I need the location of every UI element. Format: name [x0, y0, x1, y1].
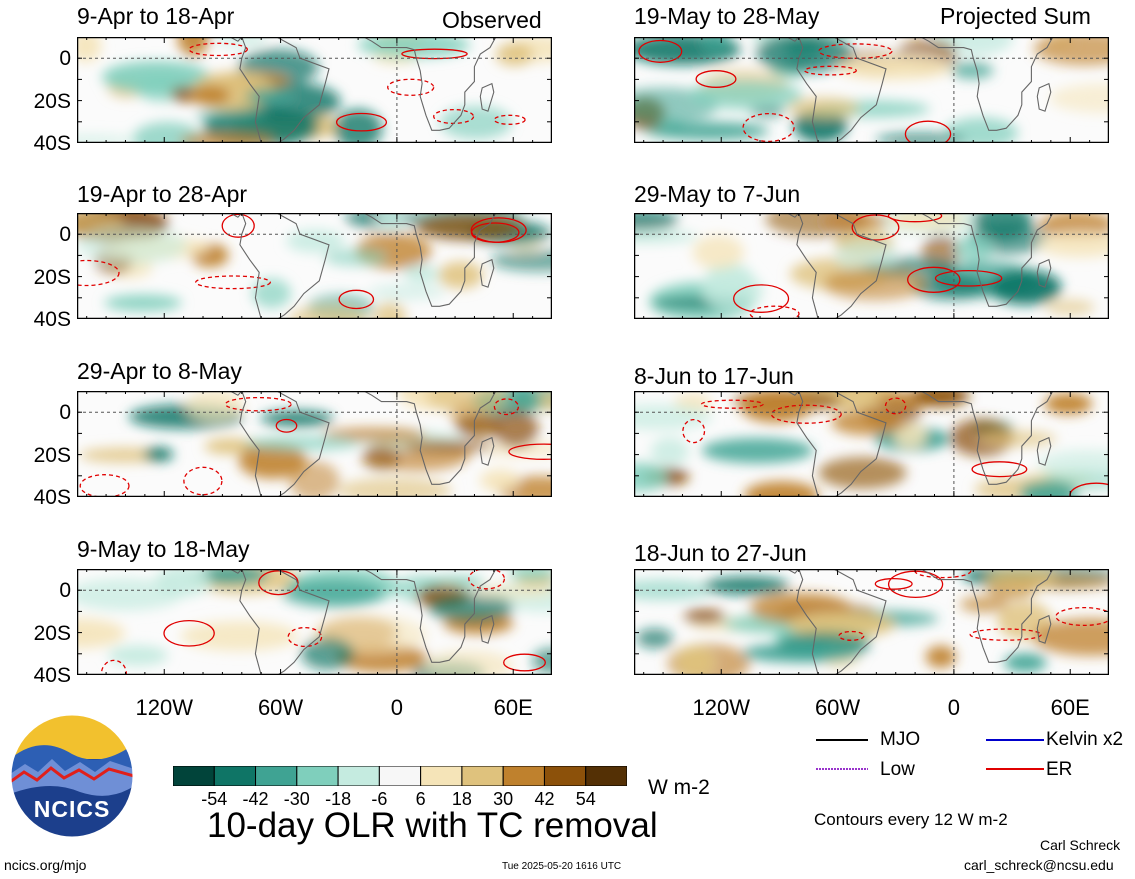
x-tick-label: 60E [493, 695, 533, 720]
colorbar-swatch [378, 765, 422, 787]
map-panel-observed-4 [77, 569, 552, 675]
x-tick-label: 120W [135, 695, 193, 720]
colorbar-graphic [172, 765, 628, 787]
colorbar-tick-label: 42 [534, 789, 555, 809]
colorbar-tick-label: 6 [415, 789, 426, 809]
legend-lines [816, 739, 1044, 770]
y-tick-label: 40S [33, 486, 71, 509]
y-tick-label: 0 [59, 401, 71, 425]
author-email: carl_schreck@ncsu.edu [964, 857, 1114, 873]
colorbar-swatch [461, 765, 504, 787]
y-tick-label: 20S [33, 621, 71, 645]
legend-label-er: ER [1046, 759, 1073, 780]
colorbar-tick-label: 30 [493, 789, 514, 809]
olr-field [634, 391, 1109, 497]
colorbar-tick-label: 54 [575, 789, 596, 809]
author-name: Carl Schreck [1040, 837, 1121, 853]
projected-label: Projected Sum [940, 3, 1091, 29]
panel-title-right-1: 19-May to 28-May [634, 3, 820, 29]
map-panel-projected-1 [634, 37, 1109, 143]
colorbar-swatch [213, 765, 257, 787]
legend-label-mjo: MJO [880, 729, 921, 750]
y-tick-label: 20S [33, 89, 71, 113]
y-tick-label: 40S [33, 132, 71, 155]
ncics-logo-graphic [10, 714, 134, 838]
colorbar-tick-label: -42 [242, 789, 269, 809]
x-tick-label: 60W [814, 695, 861, 720]
observed-label: Observed [442, 7, 542, 33]
y-tick-label: 40S [33, 664, 71, 687]
y-tick-label: 0 [59, 223, 71, 247]
map-panel-projected-3 [634, 391, 1109, 497]
colorbar-swatch [585, 765, 628, 787]
colorbar-swatch [420, 765, 463, 787]
contour-note: Contours every 12 W m-2 [814, 810, 1008, 829]
colorbar-tick-label: -18 [325, 789, 352, 809]
map-panel-projected-4 [634, 569, 1109, 675]
panel-title-right-4: 18-Jun to 27-Jun [634, 540, 807, 566]
colorbar-swatch [172, 765, 215, 787]
chart-title: 10-day OLR with TC removal [207, 806, 658, 845]
colorbar-tick-label: -54 [201, 789, 228, 809]
x-tick-label: 0 [390, 695, 404, 720]
colorbar-tick-label: 18 [451, 789, 472, 809]
colorbar-tick-label: -6 [371, 789, 388, 809]
olr-field [77, 569, 552, 675]
legend: MJO Kelvin x2 Low ER [816, 730, 1126, 790]
legend-label-low: Low [880, 759, 915, 780]
colorbar-swatch [296, 765, 339, 787]
map-panel-observed-2 [77, 213, 552, 319]
x-tick-label: 60E [1050, 695, 1090, 720]
x-tick-label: 120W [692, 695, 750, 720]
colorbar-swatch [502, 765, 545, 787]
panel-title-left-2: 19-Apr to 28-Apr [77, 181, 248, 207]
colorbar [172, 765, 628, 787]
panel-title-left-3: 29-Apr to 8-May [77, 358, 242, 384]
legend-label-kelvin: Kelvin x2 [1046, 729, 1124, 750]
olr-field [634, 569, 1109, 675]
x-tick-label: 60W [257, 695, 304, 720]
x-tick-label: 0 [947, 695, 961, 720]
timestamp: Tue 2025-05-20 1616 UTC [502, 861, 622, 872]
colorbar-units: W m-2 [648, 776, 710, 799]
panel-title-left-1: 9-Apr to 18-Apr [77, 3, 235, 29]
panel-title-left-4: 9-May to 18-May [77, 536, 250, 562]
y-tick-label: 0 [59, 47, 71, 71]
map-panel-observed-3 [77, 391, 552, 497]
panel-title-right-2: 29-May to 7-Jun [634, 181, 801, 207]
olr-field [77, 391, 552, 497]
y-tick-label: 40S [33, 308, 71, 331]
logo-text: NCICS [33, 796, 111, 822]
ncics-logo: NCICS [10, 714, 134, 838]
colorbar-swatch [543, 765, 587, 787]
colorbar-swatch [337, 765, 380, 787]
olr-field [634, 213, 1109, 319]
panel-title-right-3: 8-Jun to 17-Jun [634, 363, 794, 389]
map-panel-projected-2 [634, 213, 1109, 319]
y-tick-label: 0 [59, 579, 71, 603]
colorbar-tick-label: -30 [283, 789, 310, 809]
y-tick-label: 20S [33, 443, 71, 467]
y-tick-label: 20S [33, 265, 71, 289]
site-url: ncics.org/mjo [4, 857, 87, 873]
olr-field [634, 37, 1109, 143]
olr-field [77, 37, 552, 143]
map-panel-observed-1 [77, 37, 552, 143]
olr-field [77, 213, 552, 319]
colorbar-swatch [255, 765, 298, 787]
